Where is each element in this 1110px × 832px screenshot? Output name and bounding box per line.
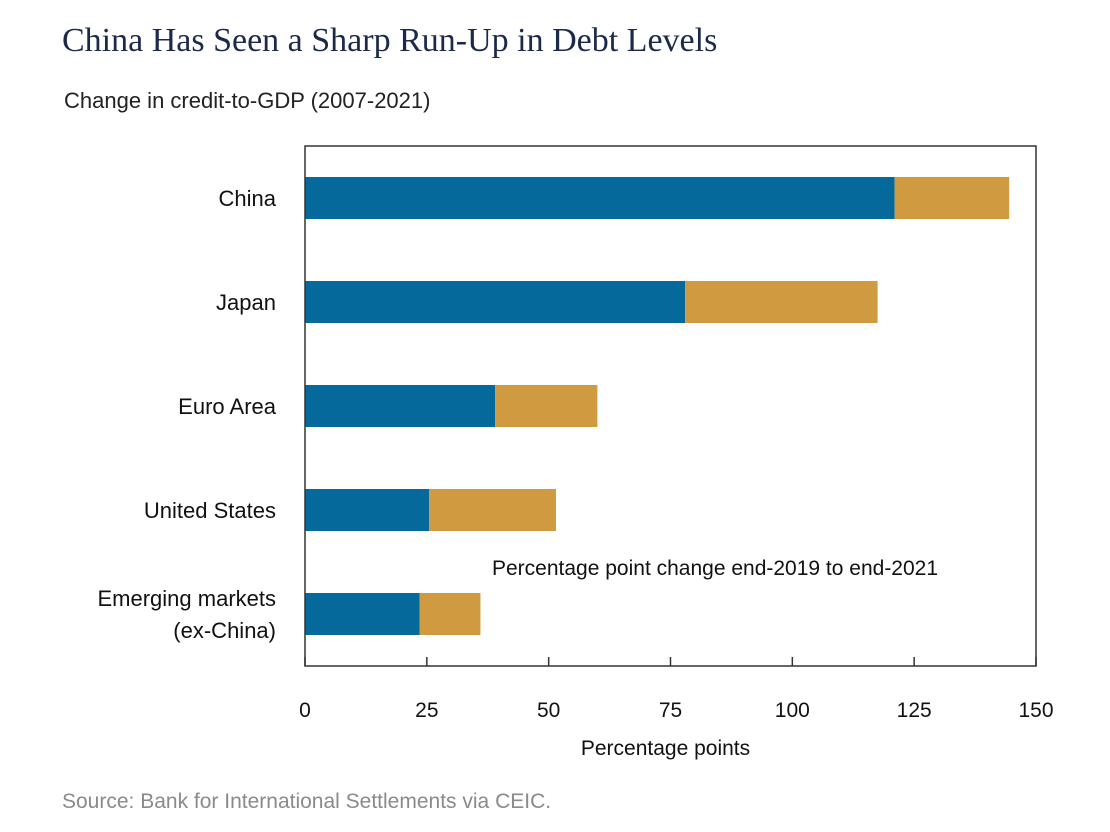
x-tick-label: 0 xyxy=(299,699,311,722)
x-tick-label: 25 xyxy=(415,699,438,722)
category-labels: China Japan Euro Area United States Emerging… xyxy=(97,186,276,643)
bars-group xyxy=(305,177,1010,635)
bar-segment-1 xyxy=(305,177,895,219)
category-label: Japan xyxy=(216,290,276,315)
chart-title: China Has Seen a Sharp Run-Up in Debt Le… xyxy=(62,22,718,59)
x-axis-ticks: 0 25 50 75 100 125 150 xyxy=(299,657,1054,722)
bar-segment-2 xyxy=(685,281,878,323)
category-label: Euro Area xyxy=(178,394,277,419)
bar-segment-2 xyxy=(419,593,481,635)
category-label: China xyxy=(219,186,277,211)
chart-subtitle: Change in credit-to-GDP (2007-2021) xyxy=(64,88,431,113)
x-tick-label: 150 xyxy=(1018,699,1053,722)
bar-segment-2 xyxy=(429,489,556,531)
bar-segment-1 xyxy=(305,489,430,531)
x-tick-label: 75 xyxy=(659,699,682,722)
bar-segment-1 xyxy=(305,593,420,635)
source-note: Source: Bank for International Settlemen… xyxy=(62,790,552,813)
x-tick-label: 50 xyxy=(537,699,560,722)
bar-segment-1 xyxy=(305,385,496,427)
bar-segment-1 xyxy=(305,281,686,323)
x-tick-label: 100 xyxy=(775,699,810,722)
bar-segment-2 xyxy=(495,385,598,427)
category-label: Emerging markets xyxy=(97,586,276,611)
bar-segment-2 xyxy=(894,177,1010,219)
series-annotation: Percentage point change end-2019 to end-… xyxy=(492,557,938,580)
x-tick-label: 125 xyxy=(897,699,932,722)
x-axis-label: Percentage points xyxy=(581,737,750,760)
category-label: United States xyxy=(144,498,276,523)
category-label: (ex-China) xyxy=(173,618,276,643)
